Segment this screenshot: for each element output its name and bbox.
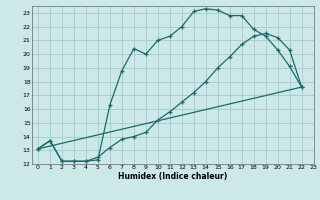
X-axis label: Humidex (Indice chaleur): Humidex (Indice chaleur) <box>118 172 228 181</box>
